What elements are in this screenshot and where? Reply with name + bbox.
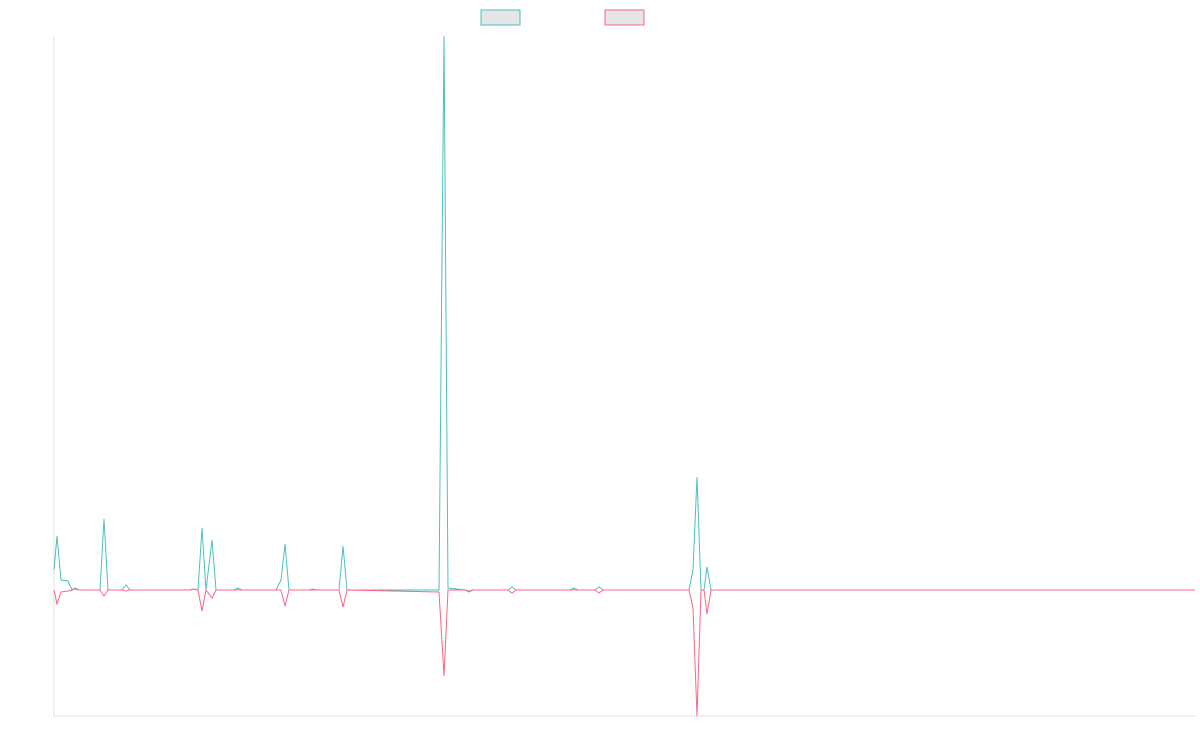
series-line <box>53 35 1195 592</box>
series-line <box>53 588 1195 717</box>
legend-swatch <box>480 9 521 26</box>
legend-swatch <box>604 9 645 26</box>
